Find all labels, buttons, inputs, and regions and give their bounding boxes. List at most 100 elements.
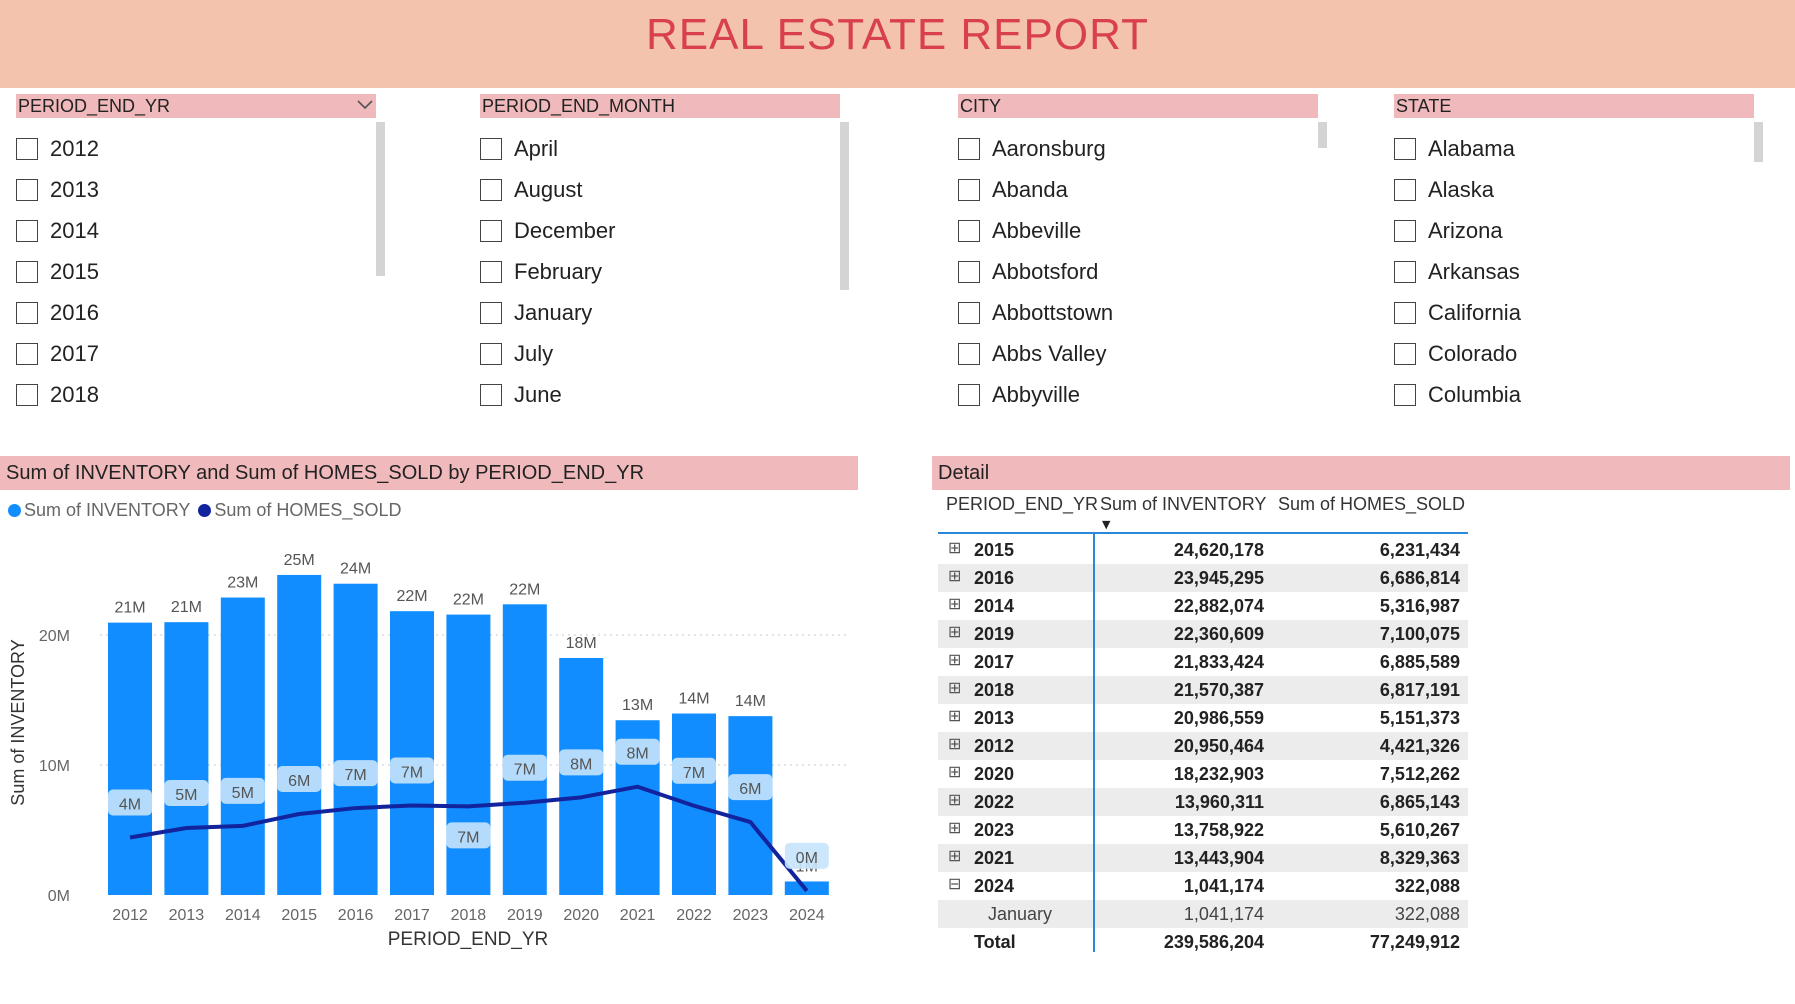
slicer-item-label: Colorado <box>1428 340 1518 366</box>
table-row[interactable]: ⊞ 2021 13,443,904 8,329,363 <box>938 844 1468 872</box>
slicer-item[interactable]: Colorado <box>1394 333 1521 374</box>
slicer-item[interactable]: 2012 <box>16 128 99 169</box>
slicer-item[interactable]: 2015 <box>16 251 99 292</box>
slicer-item[interactable]: Abbeville <box>958 210 1113 251</box>
checkbox[interactable] <box>16 383 38 406</box>
slicer-item[interactable]: 2013 <box>16 169 99 210</box>
checkbox[interactable] <box>16 342 38 365</box>
checkbox[interactable] <box>958 301 980 324</box>
slicer-item[interactable]: July <box>480 333 615 374</box>
checkbox[interactable] <box>1394 260 1416 283</box>
checkbox[interactable] <box>958 137 980 160</box>
expand-icon[interactable]: ⊞ <box>948 568 962 585</box>
checkbox[interactable] <box>958 260 980 283</box>
checkbox[interactable] <box>480 301 502 324</box>
expand-icon[interactable]: ⊞ <box>948 736 962 753</box>
table-row[interactable]: ⊞ 2016 23,945,295 6,686,814 <box>938 564 1468 592</box>
slicer-item[interactable]: January <box>480 292 615 333</box>
checkbox[interactable] <box>958 383 980 406</box>
slicer-item[interactable]: California <box>1394 292 1521 333</box>
checkbox[interactable] <box>1394 301 1416 324</box>
slicer-scrollbar[interactable] <box>1754 122 1763 162</box>
combo-chart[interactable]: 0M 10M 20M Sum of INVENTORY PERIOD_END_YR 21M… <box>0 530 860 960</box>
table-row[interactable]: ⊞ 2019 22,360,609 7,100,075 <box>938 620 1468 648</box>
slicer-item[interactable]: August <box>480 169 615 210</box>
checkbox[interactable] <box>480 342 502 365</box>
expand-icon[interactable]: ⊞ <box>948 652 962 669</box>
table-row[interactable]: ⊞ 2012 20,950,464 4,421,326 <box>938 732 1468 760</box>
slicer-item[interactable]: Alabama <box>1394 128 1521 169</box>
slicer-scrollbar[interactable] <box>376 122 385 276</box>
collapse-icon[interactable]: ⊟ <box>948 876 962 893</box>
checkbox[interactable] <box>1394 178 1416 201</box>
table-row[interactable]: ⊞ 2018 21,570,387 6,817,191 <box>938 676 1468 704</box>
legend-entry-inventory[interactable]: Sum of INVENTORY <box>8 500 190 521</box>
table-row[interactable]: ⊞ 2015 24,620,178 6,231,434 <box>938 536 1468 564</box>
slicer-item[interactable]: 2014 <box>16 210 99 251</box>
slicer-item[interactable]: Abbyville <box>958 374 1113 415</box>
slicer-item[interactable]: 2018 <box>16 374 99 415</box>
checkbox[interactable] <box>480 137 502 160</box>
checkbox[interactable] <box>1394 137 1416 160</box>
data-label-homes-sold: 8M <box>570 756 592 773</box>
table-row[interactable]: ⊟ 2024 1,041,174 322,088 <box>938 872 1468 900</box>
slicer-item-label: Arkansas <box>1428 258 1520 284</box>
table-row[interactable]: ⊞ 2014 22,882,074 5,316,987 <box>938 592 1468 620</box>
checkbox[interactable] <box>480 178 502 201</box>
column-header-homes-sold[interactable]: Sum of HOMES_SOLD <box>1278 494 1466 514</box>
slicer-item[interactable]: 2017 <box>16 333 99 374</box>
cell-homes-sold: 322,088 <box>1394 904 1460 924</box>
slicer-item[interactable]: Columbia <box>1394 374 1521 415</box>
checkbox[interactable] <box>16 260 38 283</box>
checkbox[interactable] <box>480 260 502 283</box>
slicer-item-label: Abanda <box>992 176 1068 202</box>
table-row[interactable]: ⊞ 2023 13,758,922 5,610,267 <box>938 816 1468 844</box>
slicer-item[interactable]: Abbotsford <box>958 251 1113 292</box>
slicer-item[interactable]: Arizona <box>1394 210 1521 251</box>
slicer-item[interactable]: Abbottstown <box>958 292 1113 333</box>
checkbox[interactable] <box>958 178 980 201</box>
expand-icon[interactable]: ⊞ <box>948 624 962 641</box>
table-row[interactable]: ⊞ 2017 21,833,424 6,885,589 <box>938 648 1468 676</box>
slicer-item[interactable]: 2016 <box>16 292 99 333</box>
checkbox[interactable] <box>480 219 502 242</box>
slicer-item[interactable]: Abbs Valley <box>958 333 1113 374</box>
slicer-item[interactable]: Aaronsburg <box>958 128 1113 169</box>
checkbox[interactable] <box>480 383 502 406</box>
slicer-item[interactable]: February <box>480 251 615 292</box>
table-row[interactable]: January 1,041,174 322,088 <box>938 900 1468 928</box>
slicer-item[interactable]: December <box>480 210 615 251</box>
checkbox[interactable] <box>1394 219 1416 242</box>
expand-icon[interactable]: ⊞ <box>948 680 962 697</box>
expand-icon[interactable]: ⊞ <box>948 708 962 725</box>
checkbox[interactable] <box>16 301 38 324</box>
table-row[interactable]: ⊞ 2013 20,986,559 5,151,373 <box>938 704 1468 732</box>
expand-icon[interactable]: ⊞ <box>948 820 962 837</box>
checkbox[interactable] <box>16 137 38 160</box>
chevron-down-icon[interactable] <box>356 96 374 115</box>
expand-icon[interactable]: ⊞ <box>948 596 962 613</box>
checkbox[interactable] <box>16 219 38 242</box>
checkbox[interactable] <box>958 342 980 365</box>
checkbox[interactable] <box>958 219 980 242</box>
slicer-item[interactable]: Arkansas <box>1394 251 1521 292</box>
checkbox[interactable] <box>1394 342 1416 365</box>
slicer-scrollbar[interactable] <box>1318 122 1327 148</box>
slicer-item[interactable]: Alaska <box>1394 169 1521 210</box>
expand-icon[interactable]: ⊞ <box>948 792 962 809</box>
slicer-scrollbar[interactable] <box>840 122 849 290</box>
expand-icon[interactable]: ⊞ <box>948 540 962 557</box>
column-header-period-end-yr[interactable]: PERIOD_END_YR <box>946 494 1099 514</box>
expand-icon[interactable]: ⊞ <box>948 848 962 865</box>
table-row[interactable]: ⊞ 2020 18,232,903 7,512,262 <box>938 760 1468 788</box>
checkbox[interactable] <box>16 178 38 201</box>
expand-icon[interactable]: ⊞ <box>948 764 962 781</box>
checkbox[interactable] <box>1394 383 1416 406</box>
column-header-inventory[interactable]: Sum of INVENTORY <box>1100 494 1267 514</box>
slicer-item[interactable]: April <box>480 128 615 169</box>
table-row[interactable]: ⊞ 2022 13,960,311 6,865,143 <box>938 788 1468 816</box>
cell-year: 2017 <box>974 652 1015 672</box>
legend-entry-homes-sold[interactable]: Sum of HOMES_SOLD <box>198 500 401 521</box>
slicer-item[interactable]: June <box>480 374 615 415</box>
slicer-item[interactable]: Abanda <box>958 169 1113 210</box>
